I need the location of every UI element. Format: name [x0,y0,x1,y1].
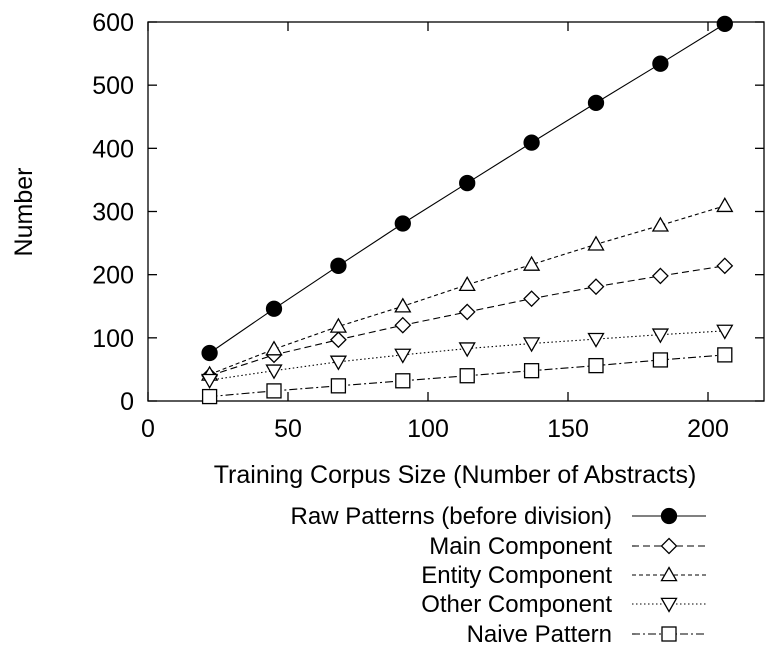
x-axis-label: Training Corpus Size (Number of Abstract… [214,461,697,489]
data-point [266,383,282,399]
legend-marker [660,507,678,525]
data-point [329,317,348,333]
data-point [394,348,412,364]
data-point [522,255,541,271]
data-point [329,331,347,349]
x-tick-label: 100 [407,415,449,443]
y-axis-label: Number [10,168,38,257]
data-point [587,278,605,296]
y-tick-label: 100 [92,325,134,353]
legend-label: Raw Patterns (before division) [291,503,612,530]
data-point [523,363,540,379]
legend-marker [660,566,678,582]
data-point [716,257,734,275]
data-point [652,352,669,368]
data-point [651,328,670,344]
legend-label: Main Component [429,533,612,560]
legend-entry: Entity Component [421,562,706,589]
legend: Raw Patterns (before division) Main Compo… [291,503,706,648]
data-point [330,257,347,274]
data-point [458,275,476,292]
data-point [523,134,540,151]
data-point [651,216,670,232]
data-point [395,373,411,389]
legend-marker [660,537,678,555]
x-tick-label: 0 [141,415,155,443]
x-tick-label: 150 [547,415,589,443]
data-point [587,94,605,112]
data-point [522,337,541,353]
data-point [652,55,669,72]
data-point [588,357,604,374]
data-point [201,388,218,405]
data-point [394,297,412,313]
plot-frame [147,21,765,402]
legend-marker [660,597,678,613]
data-point [587,332,605,348]
legend-marker [661,626,677,642]
legend-entry: Main Component [429,533,706,560]
data-point [716,197,734,213]
data-point [458,303,476,321]
series-line [209,205,725,375]
legend-entry: Raw Patterns (before division) [291,503,706,530]
y-tick-label: 0 [120,388,134,416]
x-tick-label: 200 [687,415,729,443]
legend-label: Entity Component [421,562,612,589]
y-tick-label: 200 [92,262,134,290]
series-layer [200,15,734,405]
axis-ticks: 0 100 200 300 400 500 600 0 50 100 150 200 [92,9,764,443]
series-4 [201,347,733,405]
data-point [459,368,475,384]
data-point [394,316,412,334]
data-point [201,344,218,362]
data-point [265,364,283,380]
data-point [716,324,734,340]
x-tick-label: 50 [274,415,302,443]
y-tick-label: 400 [92,135,134,163]
data-point [459,174,476,192]
legend-label: Other Component [421,591,612,618]
y-tick-label: 600 [92,9,134,37]
data-point [330,378,347,394]
legend-entry: Other Component [421,591,706,618]
data-point [265,340,283,356]
series-0 [201,15,733,362]
series-2 [200,197,734,381]
data-point [394,215,411,232]
data-point [717,347,733,363]
legend-entry: Naive Pattern [467,621,706,648]
data-point [651,267,669,285]
data-point [587,235,605,251]
data-point [716,15,733,33]
legend-label: Naive Pattern [467,621,612,648]
data-point [329,355,348,371]
data-point [523,290,541,308]
y-tick-label: 300 [92,199,134,227]
data-point [265,300,283,317]
y-tick-label: 500 [92,72,134,100]
series-3 [200,324,734,389]
data-point [458,342,476,358]
data-point [200,373,219,389]
